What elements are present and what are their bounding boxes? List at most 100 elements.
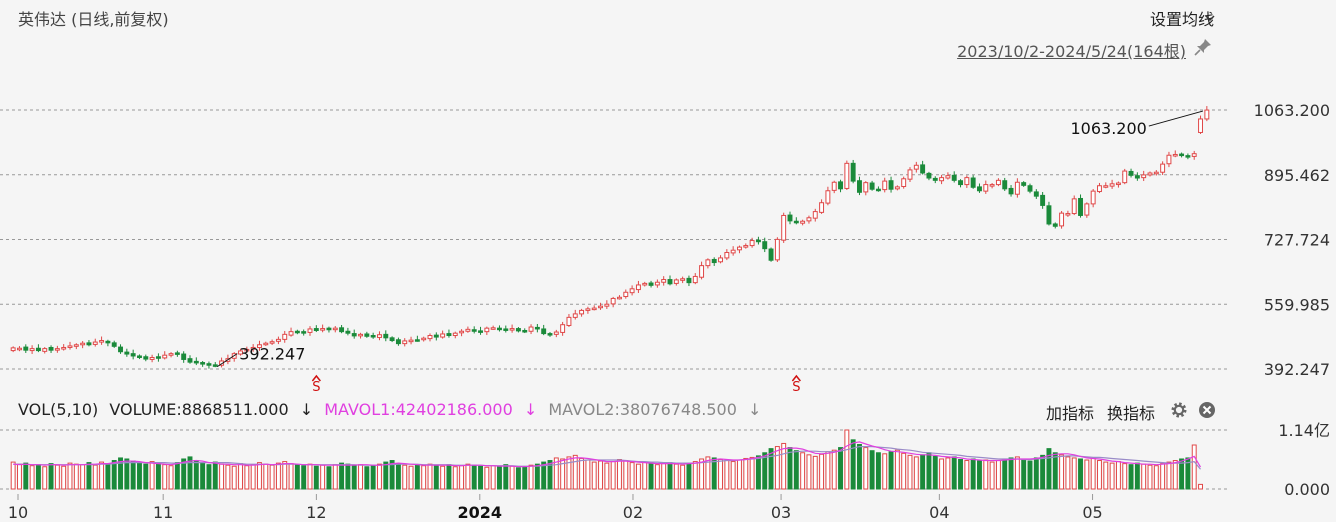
- candle-body: [471, 329, 477, 332]
- candle-body: [793, 220, 799, 224]
- price-tick-label: 559.985: [1264, 295, 1330, 314]
- price-tick-label: 392.247: [1264, 360, 1330, 379]
- volume-bar: [692, 461, 698, 490]
- volume-bar: [667, 462, 673, 490]
- candle-body: [1002, 180, 1008, 190]
- volume-bar: [825, 451, 831, 490]
- chart-title: 英伟达 (日线,前复权): [18, 10, 169, 29]
- volume-bar: [155, 463, 161, 490]
- volume-bar: [617, 459, 622, 490]
- candle-body: [48, 346, 54, 351]
- ma-setting-button[interactable]: 设置均线: [1150, 6, 1214, 30]
- candle-body: [913, 164, 919, 170]
- candle-body: [945, 175, 951, 179]
- volume-bar: [705, 456, 711, 490]
- candle-body: [951, 174, 957, 181]
- candle-body: [692, 275, 698, 284]
- volume-bar: [452, 466, 458, 490]
- candle-body: [181, 353, 187, 360]
- date-tick-label: 03: [771, 503, 791, 522]
- volume-bar: [699, 458, 705, 490]
- volume-bar: [812, 455, 818, 490]
- candle-body: [10, 347, 16, 352]
- candle-body: [850, 162, 856, 182]
- volume-bar: [471, 464, 477, 490]
- volume-bar: [964, 460, 970, 490]
- volume-bar: [54, 464, 60, 490]
- candle-body: [705, 259, 711, 267]
- candle-body: [509, 328, 515, 331]
- candle-body: [111, 342, 117, 347]
- candle-body: [579, 309, 585, 315]
- candle-body: [869, 182, 875, 190]
- candle-body: [547, 333, 553, 336]
- price-axis: 1063.200 895.462 727.724 559.985 392.247: [1254, 101, 1330, 379]
- volume-bar: [269, 464, 275, 490]
- candle-body: [155, 356, 161, 359]
- candle-body: [484, 327, 490, 333]
- candle-body: [137, 355, 142, 359]
- volume-bar: [497, 466, 502, 490]
- s-signal-icon: [311, 374, 321, 382]
- candle-body: [421, 337, 427, 341]
- candle-body: [332, 327, 338, 331]
- swap-indicator-button[interactable]: 换指标: [1107, 404, 1156, 423]
- volume-indicator-bar: VOL(5,10) VOLUME:8868511.000 ↓ MAVOL1:42…: [18, 400, 767, 419]
- candle-body: [629, 288, 635, 294]
- candle-body: [54, 348, 60, 351]
- date-tick-label: 12: [306, 503, 326, 522]
- candle-body: [440, 333, 446, 338]
- pin-icon[interactable]: [1194, 38, 1212, 56]
- candle-body: [1046, 205, 1052, 225]
- chevron-down-icon[interactable]: [1204, 10, 1216, 24]
- candle-body: [1204, 109, 1210, 120]
- volume-bar: [774, 446, 780, 490]
- volume-bar: [313, 465, 319, 490]
- candle-body: [143, 356, 149, 360]
- s-signal-label: S: [312, 380, 320, 395]
- volume-bar: [389, 460, 395, 490]
- volume-bar: [642, 461, 648, 490]
- volume-bar: [1059, 454, 1065, 490]
- max-price-label: 1063.200: [1070, 119, 1146, 138]
- date-tick-label: 2024: [458, 503, 503, 522]
- volume-bar: [1084, 459, 1090, 490]
- close-icon[interactable]: [1198, 401, 1216, 419]
- candle-body: [964, 177, 970, 186]
- volume-bar: [515, 467, 521, 490]
- volume-bar: [1141, 463, 1147, 490]
- gear-icon[interactable]: [1170, 401, 1188, 419]
- candle-body: [604, 303, 610, 307]
- candle-body: [244, 348, 250, 352]
- candle-body: [831, 181, 837, 191]
- volume-bar: [193, 460, 199, 490]
- candle-body: [193, 360, 199, 364]
- candle-body: [257, 344, 262, 348]
- candle-body: [200, 362, 206, 365]
- candle-body: [307, 328, 313, 333]
- volume-bar: [219, 463, 225, 490]
- price-grid: [0, 109, 1228, 370]
- volume-bar: [907, 454, 913, 490]
- add-indicator-button[interactable]: 加指标: [1046, 404, 1095, 423]
- candle-body: [301, 331, 307, 334]
- candle-body: [238, 350, 243, 355]
- candle-body: [1078, 197, 1083, 216]
- candle-body: [774, 238, 780, 261]
- date-range-link[interactable]: 2023/10/2-2024/5/24(164根): [957, 42, 1186, 61]
- candle-body: [1103, 185, 1109, 188]
- date-tick-label: 04: [929, 503, 949, 522]
- volume-tick-label: 1.14亿: [1278, 421, 1330, 440]
- volume-bar: [86, 462, 92, 490]
- candle-body: [894, 186, 900, 190]
- candle-body: [806, 217, 812, 222]
- volume-bar: [383, 461, 389, 490]
- candle-body: [1014, 181, 1020, 195]
- volume-bar: [244, 465, 250, 490]
- candle-body: [907, 169, 913, 180]
- candle-body: [654, 281, 660, 286]
- candle-body: [402, 340, 408, 345]
- volume-bar: [749, 456, 755, 490]
- mavol1-line: [13, 441, 1202, 468]
- candle-body: [452, 332, 458, 337]
